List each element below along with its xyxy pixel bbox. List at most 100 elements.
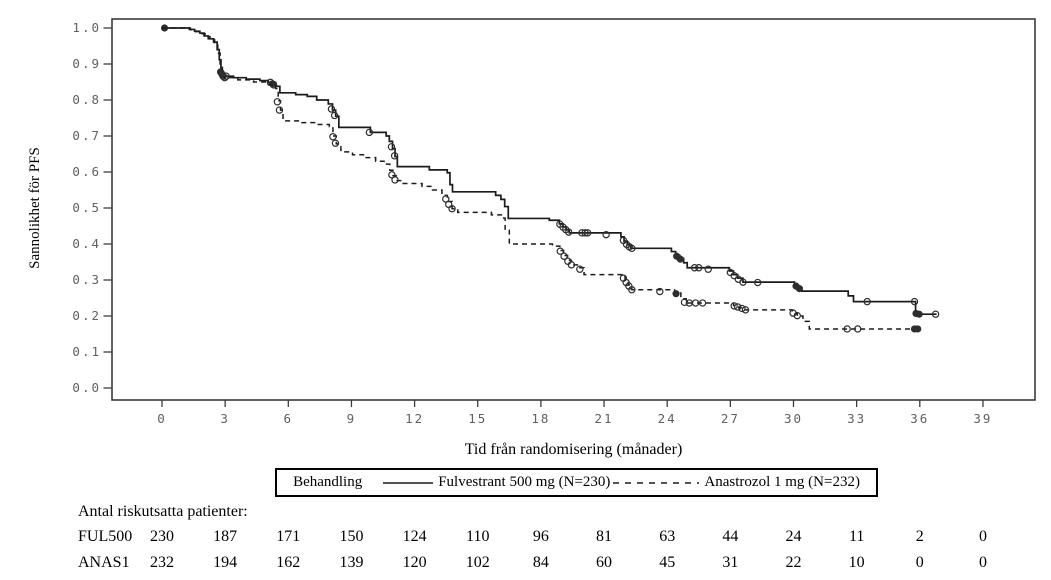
y-tick-label: 0.2 — [72, 308, 101, 323]
censor-mark-open — [739, 278, 747, 286]
censor-mark-open — [567, 261, 576, 269]
x-tick-label: 6 — [284, 411, 294, 426]
risk-value: 96 — [532, 528, 549, 545]
risk-value: 84 — [532, 554, 549, 571]
risk-value: 194 — [213, 554, 238, 571]
risk-value: 230 — [150, 528, 174, 545]
censor-mark-open — [931, 310, 940, 318]
plot-frame — [111, 18, 1036, 401]
risk-value: 120 — [402, 554, 427, 571]
censor-mark-open — [387, 143, 396, 151]
risk-value: 44 — [722, 528, 739, 545]
y-tick-label: 0.4 — [72, 236, 101, 251]
x-tick-label: 39 — [973, 411, 992, 426]
risk-value: 22 — [785, 554, 802, 571]
risk-value: 0 — [915, 554, 924, 571]
censor-mark-open — [730, 271, 738, 280]
censor-mark-open — [275, 106, 284, 114]
y-tick-label: 0.7 — [72, 128, 101, 143]
censor-mark-open — [754, 278, 762, 287]
censor-mark-open — [583, 229, 592, 237]
censor-mark-open — [602, 230, 610, 239]
censor-mark-open — [698, 299, 707, 307]
risk-value: 0 — [978, 528, 987, 545]
risk-value: 63 — [659, 528, 676, 545]
censor-mark-open — [390, 152, 399, 160]
y-tick-label: 0.0 — [72, 380, 101, 395]
y-tick-label: 0.9 — [72, 56, 101, 71]
x-tick-label: 27 — [721, 411, 740, 426]
km-curve-solid — [162, 27, 937, 316]
censor-mark-open — [628, 244, 636, 253]
censor-mark-open — [560, 252, 568, 260]
censor-mark-open — [863, 297, 871, 306]
censor-mark-open — [730, 302, 738, 310]
km-plot-area: 0.00.10.20.30.40.50.60.70.80.91.00 3 6 9 12 1… — [72, 18, 1036, 426]
x-tick-label: 18 — [531, 411, 550, 426]
censor-mark-open — [391, 176, 399, 184]
censor-mark-open — [843, 325, 851, 333]
risk-value: 150 — [339, 528, 364, 545]
y-tick-label: 0.3 — [72, 272, 101, 287]
x-tick-label: 12 — [405, 411, 424, 426]
risk-value: 139 — [339, 554, 364, 571]
y-tick-label: 0.5 — [72, 200, 101, 215]
censor-mark-open — [442, 195, 450, 203]
censor-mark-open — [327, 105, 336, 113]
censor-mark-open — [695, 264, 703, 272]
censor-mark-open — [690, 264, 699, 272]
risk-value: 102 — [465, 554, 490, 571]
y-tick-label: 1.0 — [72, 20, 101, 35]
censor-mark-open — [564, 228, 573, 236]
risk-value: 232 — [150, 554, 174, 571]
censor-mark-open — [734, 303, 742, 311]
risk-row-label: FUL500 — [78, 528, 133, 545]
censor-mark-open — [330, 111, 339, 120]
legend-box: Behandling Fulvestrant 500 mg (N=230) An… — [275, 468, 878, 497]
risk-value: 11 — [848, 528, 865, 545]
y-axis-title: Sannolikhet för PFS — [27, 147, 43, 269]
censor-mark-open — [656, 287, 664, 296]
censor-mark-open — [741, 306, 750, 314]
x-axis-title: Tid från randomisering (månader) — [464, 441, 683, 458]
x-tick-label: 3 — [220, 411, 230, 426]
y-tick-label: 0.8 — [72, 92, 101, 107]
censor-mark-open — [691, 299, 700, 307]
solid-line-sample-icon — [383, 481, 434, 484]
censor-mark-filled — [914, 325, 922, 333]
y-tick-label: 0.6 — [72, 164, 101, 179]
risk-value: 45 — [659, 554, 676, 571]
risk-value: 171 — [276, 528, 301, 545]
x-tick-label: 15 — [468, 411, 487, 426]
censor-mark-open — [221, 73, 229, 82]
censor-mark-open — [329, 133, 337, 141]
risk-value: 162 — [276, 554, 301, 571]
risk-value: 0 — [978, 554, 987, 571]
x-tick-label: 9 — [347, 411, 357, 426]
x-tick-label: 36 — [910, 411, 929, 426]
censor-mark-open — [448, 205, 456, 213]
censor-mark-open — [680, 298, 689, 307]
x-tick-label: 33 — [847, 411, 866, 426]
censor-mark-open — [910, 297, 919, 306]
censor-mark-open — [738, 304, 746, 313]
risk-value: 31 — [722, 554, 739, 571]
censor-mark-filled — [676, 255, 684, 263]
risk-value: 124 — [402, 528, 427, 545]
legend-entry-anastrozol: Anastrozol 1 mg (N=232) — [704, 474, 860, 490]
risk-value: 10 — [848, 554, 865, 571]
censor-mark-filled — [915, 310, 923, 318]
x-tick-label: 0 — [157, 411, 167, 426]
censor-mark-open — [576, 265, 584, 273]
censor-mark-open — [564, 257, 572, 265]
dashed-line-sample-icon — [613, 481, 700, 484]
censor-mark-filled — [672, 290, 680, 298]
km-curve-dashed — [162, 27, 919, 330]
risk-table-title: Antal riskutsatta patienter: — [78, 503, 248, 520]
censor-mark-open — [793, 311, 801, 320]
risk-row-label: ANAS1 — [78, 554, 130, 571]
y-tick-label: 0.1 — [72, 344, 101, 359]
censor-mark-open — [628, 286, 636, 294]
censor-mark-open — [365, 128, 374, 137]
risk-value: 2 — [915, 528, 924, 545]
